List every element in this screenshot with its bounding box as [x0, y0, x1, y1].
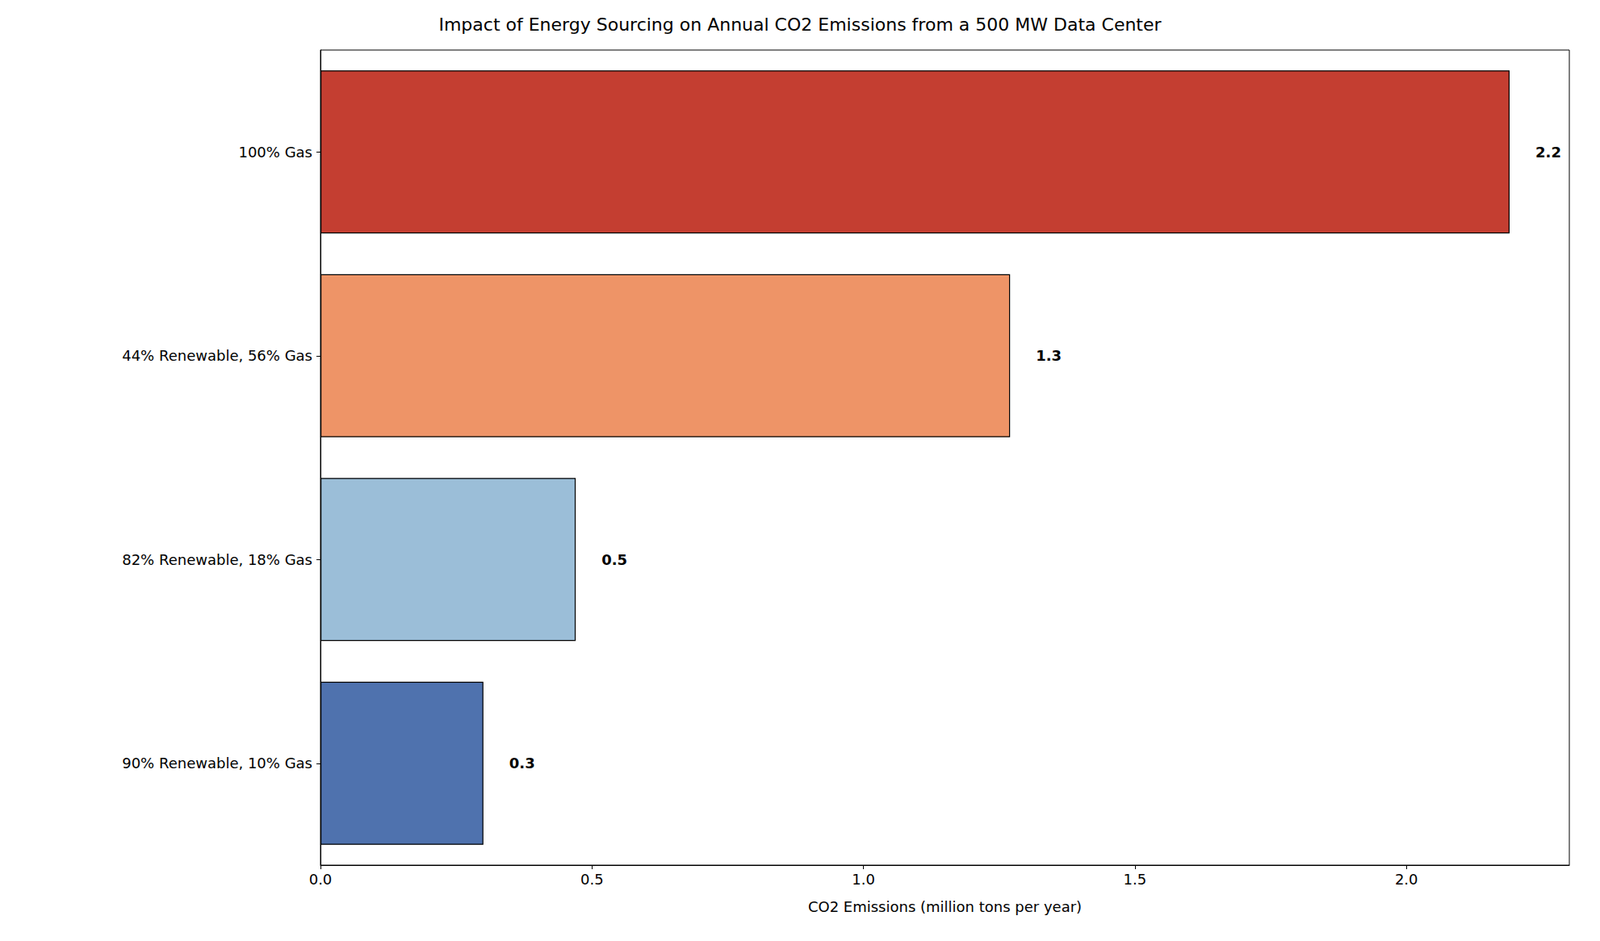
svg-text:CO2 Emissions (million tons pe: CO2 Emissions (million tons per year) — [808, 898, 1082, 916]
svg-text:44% Renewable, 56% Gas: 44% Renewable, 56% Gas — [121, 347, 313, 365]
svg-text:1.0: 1.0 — [851, 871, 876, 888]
svg-text:90% Renewable, 10% Gas: 90% Renewable, 10% Gas — [121, 754, 313, 772]
svg-text:2.0: 2.0 — [1394, 871, 1419, 888]
svg-text:Impact of Energy Sourcing on A: Impact of Energy Sourcing on Annual CO2 … — [438, 14, 1162, 35]
svg-text:0.3: 0.3 — [509, 754, 536, 772]
svg-text:1.3: 1.3 — [1035, 347, 1062, 365]
svg-text:1.5: 1.5 — [1123, 871, 1148, 888]
svg-text:0.5: 0.5 — [601, 551, 628, 569]
svg-text:82% Renewable, 18% Gas: 82% Renewable, 18% Gas — [121, 551, 313, 569]
svg-text:0.5: 0.5 — [580, 871, 604, 888]
svg-text:100% Gas: 100% Gas — [238, 143, 313, 161]
svg-text:2.2: 2.2 — [1535, 143, 1562, 161]
svg-text:0.0: 0.0 — [309, 871, 333, 888]
